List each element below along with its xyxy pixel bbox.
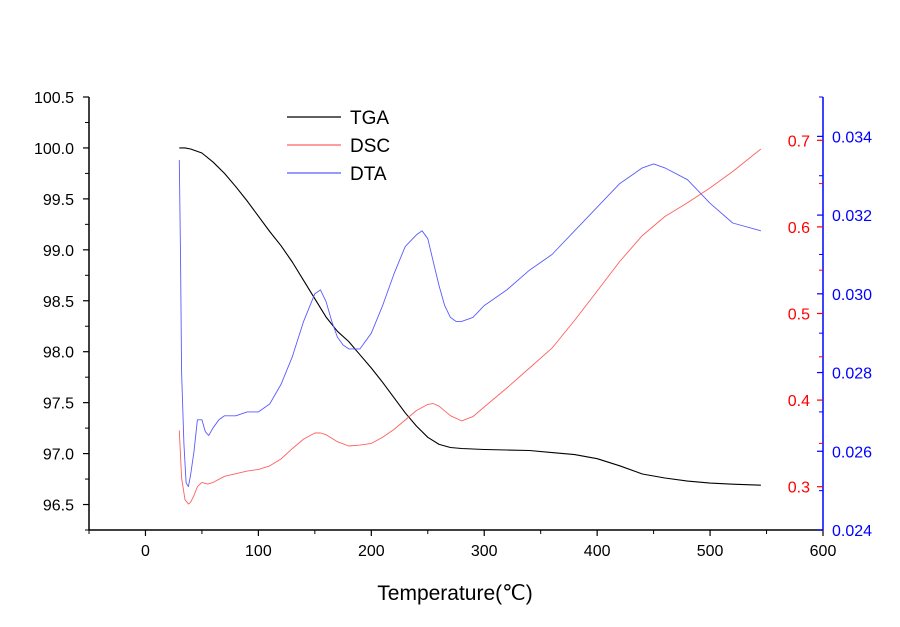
left-tick-label: 100.0 [34,141,74,158]
x-tick-label: 0 [141,543,150,560]
legend-label-dsc: DSC [350,136,390,157]
legend-label-dta: DTA [350,164,387,185]
series-dta-line [178,159,762,488]
dta-tick-label: 0.026 [832,444,872,461]
dsc-tick-label: 0.5 [788,307,810,324]
dsc-tick-label: 0.6 [788,220,810,237]
legend-label-tga: TGA [350,108,389,129]
legend: TGA DSC DTA [287,108,390,185]
dta-tick-label: 0.028 [832,366,872,383]
left-tick-label: 99.5 [43,192,74,209]
x-tick-label: 600 [810,543,837,560]
dta-tick-label: 0.030 [832,287,872,304]
left-tick-label: 99.0 [43,243,74,260]
left-tick-label: 100.5 [34,90,74,107]
dsc-tick-label: 0.7 [788,133,810,150]
x-tick-label: 500 [697,543,724,560]
x-axis-title: Temperature(℃) [377,582,532,605]
axes-layer: 0 100 200 300 400 500 600 96.5 97.0 97.5 98.0 98.5 9… [34,90,872,560]
dsc-tick-label: 0.3 [788,480,810,497]
left-tick-label: 98.0 [43,345,74,362]
series-layer [178,147,762,505]
dta-tick-label: 0.034 [832,129,872,146]
x-tick-label: 200 [358,543,385,560]
series-dsc-line [178,148,762,505]
left-tick-label: 97.5 [43,396,74,413]
dta-tick-label: 0.024 [832,523,872,540]
left-tick-label: 97.0 [43,447,74,464]
left-tick-label: 98.5 [43,294,74,311]
dta-tick-label: 0.032 [832,208,872,225]
series-tga-line [179,147,761,486]
dsc-tick-label: 0.4 [788,393,810,410]
x-tick-label: 300 [471,543,498,560]
x-tick-label: 100 [245,543,272,560]
x-tick-label: 400 [584,543,611,560]
left-tick-label: 96.5 [43,498,74,515]
